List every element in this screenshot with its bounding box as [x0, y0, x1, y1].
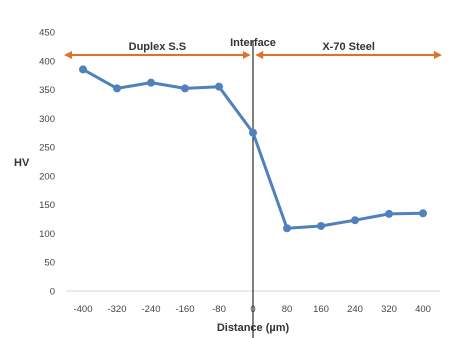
y-tick-label: 350	[39, 85, 55, 96]
x-tick-label: 240	[347, 304, 363, 315]
x-tick-label: -160	[175, 304, 194, 315]
data-point	[317, 221, 325, 230]
y-tick-label: 50	[44, 258, 55, 269]
series-points	[79, 65, 427, 233]
y-tick-label: 0	[50, 287, 55, 298]
data-point	[147, 78, 155, 87]
y-tick-label: 400	[39, 56, 55, 67]
region-label: X-70 Steel	[322, 41, 375, 53]
y-tick-label: 150	[39, 200, 55, 211]
data-point	[215, 82, 223, 91]
y-axis-ticks: 0 50 100 150 200 250 300 350 400 450	[39, 28, 55, 298]
y-tick-label: 200	[39, 171, 55, 182]
region-arrows: Duplex S.S X-70 Steel	[64, 40, 442, 60]
y-axis-title: HV	[14, 157, 30, 169]
x-axis-ticks: -400-320-240-160-80080160240320400	[73, 304, 430, 315]
x-tick-label: 400	[415, 304, 431, 315]
data-point	[351, 216, 359, 225]
x-tick-label: 160	[313, 304, 329, 315]
y-tick-label: 100	[39, 229, 55, 240]
data-point	[419, 209, 427, 218]
data-point	[249, 128, 257, 137]
x-tick-label: 80	[282, 304, 293, 315]
y-tick-label: 300	[39, 114, 55, 125]
region-label-background	[314, 40, 383, 54]
x-tick-label: -80	[212, 304, 226, 315]
interface-label: Interface	[230, 37, 276, 49]
y-tick-label: 250	[39, 143, 55, 154]
region-label-background	[123, 40, 192, 54]
x-axis-title: Distance (µm)	[217, 322, 290, 334]
x-tick-label: -240	[141, 304, 160, 315]
data-point	[283, 224, 291, 233]
x-tick-label: -400	[73, 304, 92, 315]
data-point	[79, 65, 87, 74]
region-label: Duplex S.S	[129, 41, 186, 53]
data-point	[385, 209, 393, 218]
y-tick-label: 450	[39, 28, 55, 39]
data-point	[181, 84, 189, 93]
x-tick-label: 320	[381, 304, 397, 315]
data-point	[113, 84, 121, 93]
x-tick-label: -320	[107, 304, 126, 315]
